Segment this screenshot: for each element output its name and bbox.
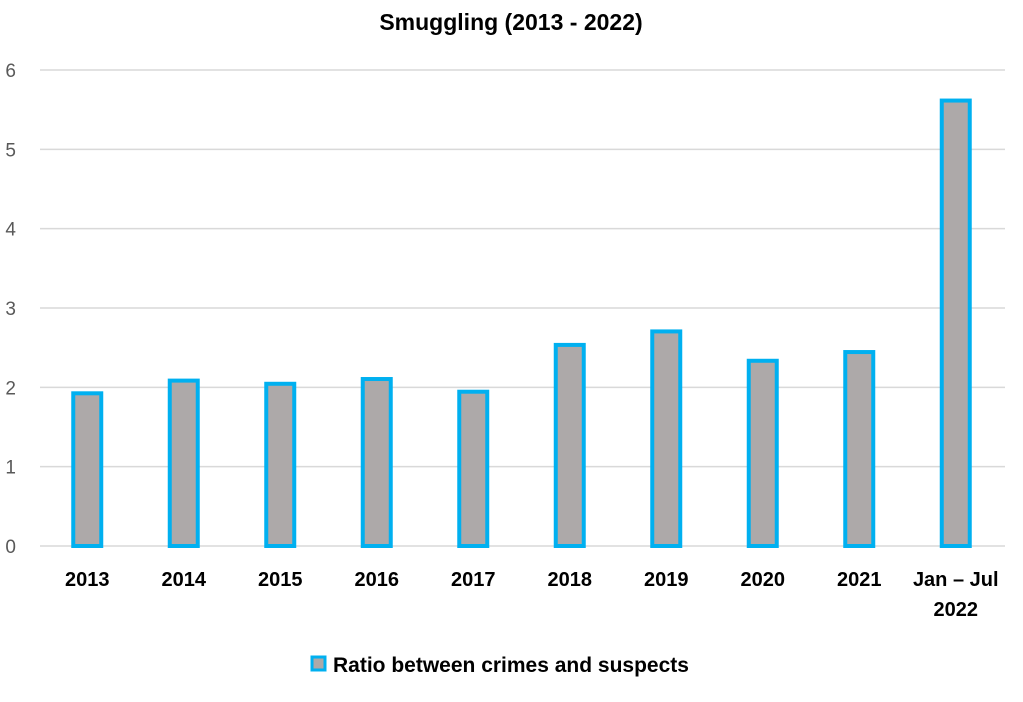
y-tick-label: 2 bbox=[5, 378, 16, 399]
bar bbox=[553, 342, 586, 549]
y-tick-label: 0 bbox=[5, 537, 16, 558]
y-axis-ticks: 0 1 2 3 4 5 6 bbox=[5, 61, 16, 558]
x-tick-label: 2021 bbox=[837, 569, 882, 591]
bar bbox=[264, 381, 297, 548]
y-tick-label: 4 bbox=[5, 220, 16, 241]
bar bbox=[71, 391, 104, 548]
x-tick-label: 2016 bbox=[355, 569, 400, 591]
legend: Ratio between crimes and suspects bbox=[310, 654, 689, 677]
x-axis-ticks: 2013 2014 2015 2016 2017 2018 2019 2020 2021 Jan … bbox=[65, 569, 999, 621]
legend-label: Ratio between crimes and suspects bbox=[333, 654, 689, 677]
x-tick-label: 2014 bbox=[162, 569, 207, 591]
x-tick-label: 2015 bbox=[258, 569, 303, 591]
bar bbox=[650, 329, 683, 549]
x-tick-label: 2019 bbox=[644, 569, 689, 591]
x-tick-label: 2017 bbox=[451, 569, 496, 591]
bar bbox=[457, 389, 490, 549]
gridlines bbox=[40, 69, 1005, 547]
bars bbox=[71, 98, 972, 549]
chart-title: Smuggling (2013 - 2022) bbox=[379, 9, 642, 35]
x-tick-label: 2018 bbox=[548, 569, 593, 591]
bar bbox=[746, 358, 779, 549]
x-tick-label: 2020 bbox=[741, 569, 786, 591]
bar bbox=[360, 377, 393, 548]
y-tick-label: 1 bbox=[5, 458, 16, 479]
x-tick-label: 2013 bbox=[65, 569, 110, 591]
bar bbox=[167, 378, 200, 548]
bar bbox=[939, 98, 972, 548]
y-tick-label: 5 bbox=[5, 140, 16, 161]
y-tick-label: 6 bbox=[5, 61, 16, 82]
bar bbox=[843, 350, 876, 548]
legend-swatch bbox=[310, 655, 327, 672]
x-tick-label: Jan – Jul 2022 bbox=[913, 569, 999, 621]
y-tick-label: 3 bbox=[5, 299, 16, 320]
